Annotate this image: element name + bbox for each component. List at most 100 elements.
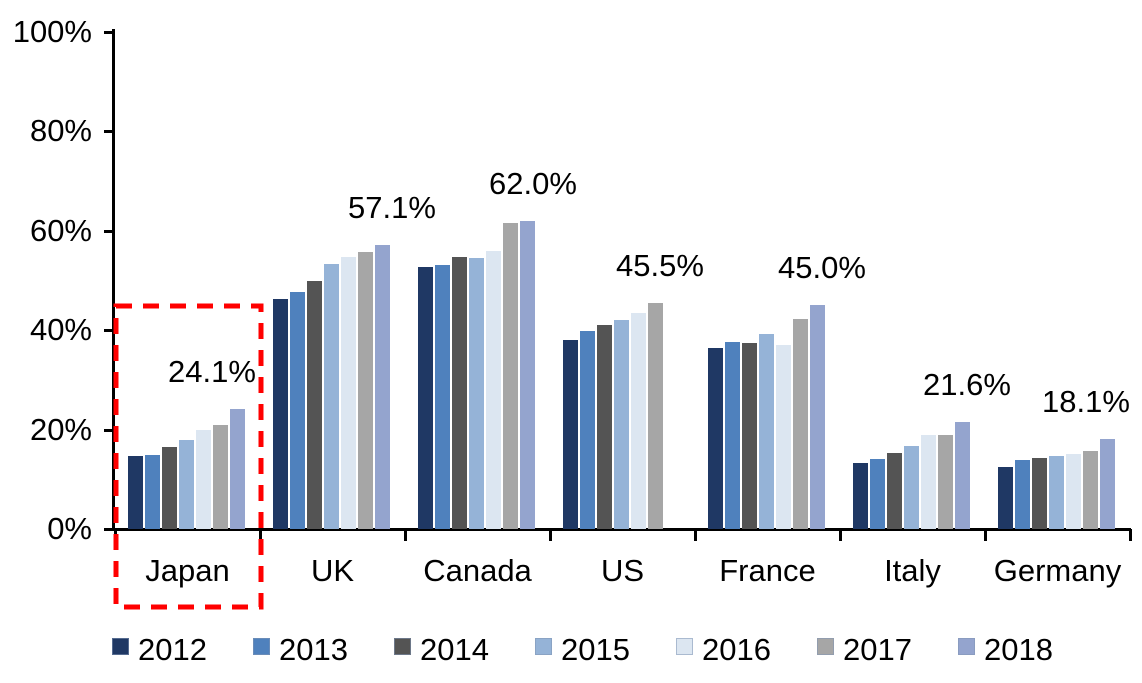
legend-item: 2015 <box>535 632 645 667</box>
highlight-box <box>113 303 264 610</box>
data-label: 45.5% <box>616 247 704 283</box>
bar <box>853 463 868 529</box>
y-axis-label: 100% <box>12 14 92 49</box>
x-tick <box>404 529 407 541</box>
legend-label: 2018 <box>984 632 1053 667</box>
bar <box>273 298 288 529</box>
x-axis-label: France <box>719 553 816 588</box>
bar <box>580 330 595 529</box>
x-tick <box>259 529 262 541</box>
bar <box>486 250 501 529</box>
bar <box>1032 458 1047 529</box>
bar <box>213 424 228 529</box>
bar <box>1015 459 1030 529</box>
bar <box>1083 450 1098 529</box>
legend-swatch <box>112 638 129 655</box>
bar <box>887 453 902 529</box>
bar <box>1100 439 1115 529</box>
y-tick <box>104 528 115 531</box>
bar <box>742 342 757 529</box>
bar <box>921 435 936 529</box>
bar <box>145 454 160 529</box>
bar <box>759 334 774 529</box>
bar <box>776 344 791 529</box>
x-axis-label: Germany <box>993 553 1122 588</box>
legend-swatch <box>958 638 975 655</box>
legend-swatch <box>817 638 834 655</box>
bar <box>503 223 518 529</box>
y-axis-label: 20% <box>29 411 92 447</box>
data-label: 24.1% <box>168 354 256 390</box>
x-tick <box>839 529 842 541</box>
bar <box>324 264 339 529</box>
y-axis-label: 80% <box>29 113 92 149</box>
legend-item: 2013 <box>253 632 363 667</box>
legend-item: 2012 <box>112 632 222 665</box>
legend-item: 2016 <box>676 632 786 667</box>
bar <box>904 446 919 529</box>
legend-swatch <box>676 638 693 655</box>
bar <box>375 245 390 529</box>
bar <box>418 266 433 529</box>
x-axis-label: UK <box>310 553 355 588</box>
data-label: 18.1% <box>1042 384 1130 420</box>
bar <box>230 409 245 529</box>
y-tick <box>104 428 115 432</box>
legend-label: 2016 <box>702 632 771 667</box>
bar <box>162 447 177 529</box>
x-axis-label: Japan <box>145 553 230 588</box>
bar <box>708 347 723 529</box>
bar <box>469 257 484 529</box>
data-label: 45.0% <box>778 250 866 286</box>
bar <box>648 302 663 529</box>
bar <box>725 342 740 529</box>
legend-swatch <box>535 638 552 655</box>
y-tick <box>104 229 115 233</box>
bar <box>196 430 211 529</box>
bar <box>520 220 535 529</box>
bar <box>179 440 194 529</box>
legend-swatch <box>394 638 411 655</box>
bar <box>1066 453 1081 529</box>
y-tick <box>104 329 115 333</box>
legend-swatch <box>253 638 270 655</box>
data-label: 57.1% <box>348 190 436 226</box>
x-axis-line <box>104 528 1131 531</box>
y-axis-line <box>112 29 115 531</box>
y-axis-label: 60% <box>29 212 92 248</box>
x-tick <box>1129 529 1132 541</box>
legend-label: 2017 <box>843 632 912 667</box>
legend-item: 2018 <box>958 632 1068 667</box>
legend-label: 2015 <box>561 632 630 667</box>
x-tick <box>694 529 697 541</box>
y-tick <box>104 130 115 134</box>
bar <box>870 458 885 529</box>
bar <box>810 305 825 529</box>
data-label: 21.6% <box>923 366 1011 402</box>
bar <box>793 318 808 529</box>
y-axis-label: 0% <box>47 511 92 546</box>
bar <box>1049 456 1064 529</box>
bar <box>955 421 970 529</box>
y-tick <box>104 31 115 34</box>
legend-label: 2013 <box>279 632 348 667</box>
bar <box>614 320 629 529</box>
legend-label: 2014 <box>420 632 489 667</box>
x-tick <box>549 529 552 541</box>
bar <box>938 434 953 529</box>
x-axis-label: Italy <box>884 553 941 588</box>
legend-item: 2014 <box>394 632 504 667</box>
bar <box>452 256 467 529</box>
bar <box>128 455 143 529</box>
x-axis-label: Canada <box>423 553 532 588</box>
legend-item: 2017 <box>817 632 927 667</box>
x-axis-label: US <box>600 553 645 588</box>
bar <box>358 252 373 529</box>
bar <box>597 325 612 529</box>
bar <box>563 340 578 529</box>
bar <box>307 280 322 529</box>
y-axis-label: 40% <box>29 312 92 348</box>
x-tick <box>984 529 987 541</box>
data-label: 62.0% <box>489 165 577 201</box>
